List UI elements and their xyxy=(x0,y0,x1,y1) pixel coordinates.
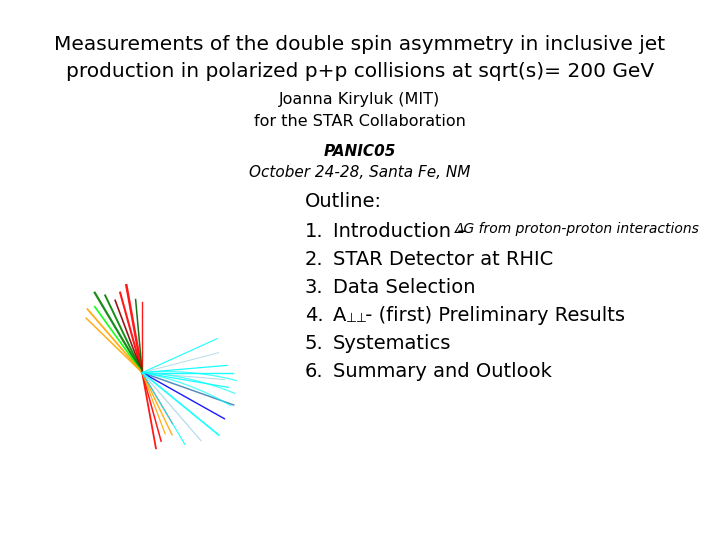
Text: for the STAR Collaboration: for the STAR Collaboration xyxy=(254,114,466,129)
Text: ⊥⊥: ⊥⊥ xyxy=(346,312,368,325)
Text: October 24-28, Santa Fe, NM: October 24-28, Santa Fe, NM xyxy=(249,165,471,180)
Text: STAR Detector at RHIC: STAR Detector at RHIC xyxy=(333,250,553,269)
Text: A: A xyxy=(333,306,346,325)
Text: Systematics: Systematics xyxy=(333,334,451,353)
Text: production in polarized p+p collisions at sqrt(s)= 200 GeV: production in polarized p+p collisions a… xyxy=(66,62,654,81)
Text: - (first) Preliminary Results: - (first) Preliminary Results xyxy=(359,306,625,325)
Text: 5.: 5. xyxy=(305,334,324,353)
Text: Measurements of the double spin asymmetry in inclusive jet: Measurements of the double spin asymmetr… xyxy=(55,35,665,54)
Text: Introduction –: Introduction – xyxy=(333,222,473,241)
Text: PANIC05: PANIC05 xyxy=(324,144,396,159)
Text: Outline:: Outline: xyxy=(305,192,382,211)
Text: 6.: 6. xyxy=(305,362,323,381)
Text: Summary and Outlook: Summary and Outlook xyxy=(333,362,552,381)
Text: 2.: 2. xyxy=(305,250,323,269)
Text: 4.: 4. xyxy=(305,306,323,325)
Text: Joanna Kiryluk (MIT): Joanna Kiryluk (MIT) xyxy=(279,92,441,107)
Text: ΔG from proton-proton interactions: ΔG from proton-proton interactions xyxy=(455,222,700,236)
Text: 3.: 3. xyxy=(305,278,323,297)
Text: 1.: 1. xyxy=(305,222,323,241)
Text: Data Selection: Data Selection xyxy=(333,278,475,297)
